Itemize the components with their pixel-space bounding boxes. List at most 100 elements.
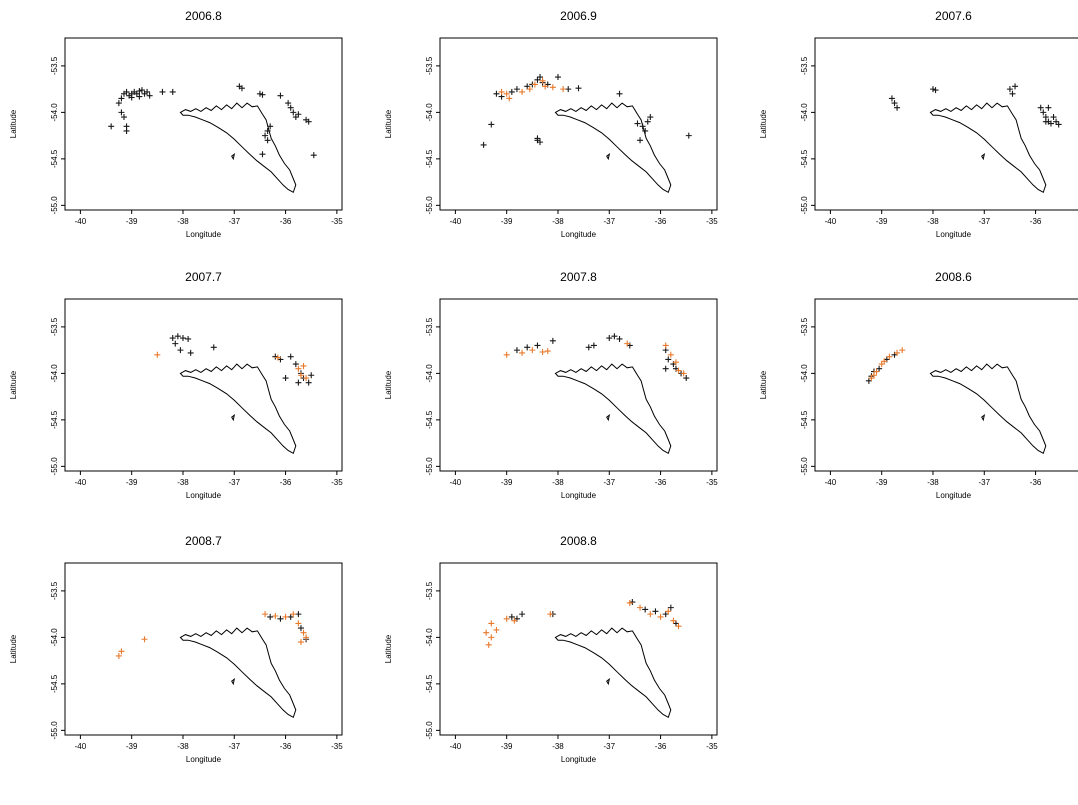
data-point-black bbox=[272, 353, 279, 360]
x-tick-label: -38 bbox=[177, 217, 189, 226]
data-point-black bbox=[534, 135, 541, 142]
islet-outline bbox=[231, 153, 236, 161]
data-point-black bbox=[264, 127, 271, 134]
data-point-black bbox=[267, 123, 274, 130]
panel-title: 2006.8 bbox=[185, 9, 222, 23]
data-point-black bbox=[519, 611, 526, 618]
panel-title: 2007.8 bbox=[560, 270, 597, 284]
x-axis-label: Longitude bbox=[561, 230, 597, 239]
data-point-black bbox=[606, 335, 613, 342]
x-tick-label: -37 bbox=[978, 478, 990, 487]
x-tick-label: -37 bbox=[603, 217, 615, 226]
data-point-black bbox=[891, 100, 898, 107]
data-point-orange bbox=[542, 83, 549, 90]
data-point-black bbox=[305, 118, 312, 125]
y-tick-label: -53.5 bbox=[425, 317, 434, 336]
y-tick-label: -55.0 bbox=[50, 721, 59, 740]
x-tick-label: -40 bbox=[825, 217, 837, 226]
data-point-black bbox=[565, 86, 572, 93]
data-point-black bbox=[644, 118, 651, 125]
data-point-black bbox=[259, 91, 266, 98]
data-point-black bbox=[480, 141, 487, 148]
x-axis-label: Longitude bbox=[936, 491, 972, 500]
data-point-orange bbox=[624, 340, 631, 347]
islet-outline bbox=[606, 414, 611, 422]
x-tick-label: -39 bbox=[876, 217, 888, 226]
data-point-black bbox=[554, 74, 561, 81]
data-point-orange bbox=[519, 88, 526, 95]
x-tick-label: -37 bbox=[228, 742, 240, 751]
data-point-orange bbox=[899, 347, 906, 354]
islet-outline bbox=[606, 153, 611, 161]
data-point-black bbox=[297, 625, 304, 632]
islet-outline bbox=[981, 414, 986, 422]
data-point-orange bbox=[539, 348, 546, 355]
data-point-orange bbox=[297, 639, 304, 646]
islet-outline bbox=[231, 414, 236, 422]
data-point-black bbox=[292, 114, 299, 121]
data-point-orange bbox=[295, 365, 302, 372]
data-point-black bbox=[493, 90, 500, 97]
y-tick-label: -54.0 bbox=[800, 103, 809, 122]
data-point-black bbox=[169, 88, 176, 95]
y-tick-label: -54.5 bbox=[425, 410, 434, 429]
data-point-black bbox=[865, 377, 872, 384]
data-point-orange bbox=[547, 611, 554, 618]
data-point-orange bbox=[531, 81, 538, 88]
y-tick-label: -53.5 bbox=[800, 56, 809, 75]
y-axis-label: Latitude bbox=[384, 109, 393, 138]
data-point-orange bbox=[498, 88, 505, 95]
data-point-black bbox=[118, 109, 125, 116]
x-tick-label: -40 bbox=[75, 217, 87, 226]
data-point-black bbox=[642, 127, 649, 134]
x-tick-label: -39 bbox=[126, 478, 138, 487]
data-point-orange bbox=[637, 604, 644, 611]
data-point-black bbox=[285, 100, 292, 107]
x-axis-label: Longitude bbox=[561, 755, 597, 764]
data-point-orange bbox=[675, 623, 682, 630]
data-point-orange bbox=[503, 615, 510, 622]
data-point-orange bbox=[662, 342, 669, 349]
y-axis-label: Latitude bbox=[759, 109, 768, 138]
islet-outline bbox=[981, 153, 986, 161]
x-tick-label: -35 bbox=[706, 478, 718, 487]
data-point-black bbox=[611, 333, 618, 340]
data-point-orange bbox=[878, 361, 885, 368]
x-tick-label: -38 bbox=[552, 478, 564, 487]
data-point-black bbox=[123, 88, 130, 95]
x-axis-label: Longitude bbox=[936, 230, 972, 239]
y-axis-label: Latitude bbox=[759, 370, 768, 399]
data-point-black bbox=[179, 335, 186, 342]
y-tick-label: -53.5 bbox=[50, 56, 59, 75]
panel-2008-6: 2008.6-40-39-38-37-36-35-53.5-54.0-54.5-… bbox=[759, 270, 1078, 500]
data-point-black bbox=[932, 87, 939, 94]
data-point-black bbox=[172, 340, 179, 347]
y-axis-label: Latitude bbox=[384, 634, 393, 663]
data-point-black bbox=[590, 342, 597, 349]
data-point-black bbox=[549, 337, 556, 344]
data-point-black bbox=[146, 92, 153, 99]
x-tick-label: -36 bbox=[655, 217, 667, 226]
data-point-orange bbox=[488, 634, 495, 641]
data-point-black bbox=[305, 379, 312, 386]
data-point-black bbox=[287, 353, 294, 360]
data-point-black bbox=[537, 139, 544, 146]
data-point-black bbox=[310, 152, 317, 159]
y-tick-label: -54.5 bbox=[50, 149, 59, 168]
x-tick-label: -38 bbox=[552, 217, 564, 226]
data-point-orange bbox=[274, 354, 281, 361]
y-tick-label: -54.5 bbox=[800, 149, 809, 168]
x-tick-label: -37 bbox=[228, 217, 240, 226]
data-point-black bbox=[513, 347, 520, 354]
x-tick-label: -40 bbox=[450, 742, 462, 751]
data-point-black bbox=[513, 86, 520, 93]
plot-frame bbox=[64, 298, 343, 472]
data-point-black bbox=[585, 344, 592, 351]
data-point-black bbox=[169, 335, 176, 342]
x-tick-label: -40 bbox=[825, 478, 837, 487]
panel-2006-8: 2006.8 -40 -39 -38 -37 -36 -35 -53.5 -54.0 -54.5 -… bbox=[9, 9, 343, 239]
data-point-black bbox=[1047, 120, 1054, 127]
x-tick-label: -35 bbox=[706, 217, 718, 226]
y-tick-label: -55.0 bbox=[50, 196, 59, 215]
x-tick-label: -38 bbox=[552, 742, 564, 751]
